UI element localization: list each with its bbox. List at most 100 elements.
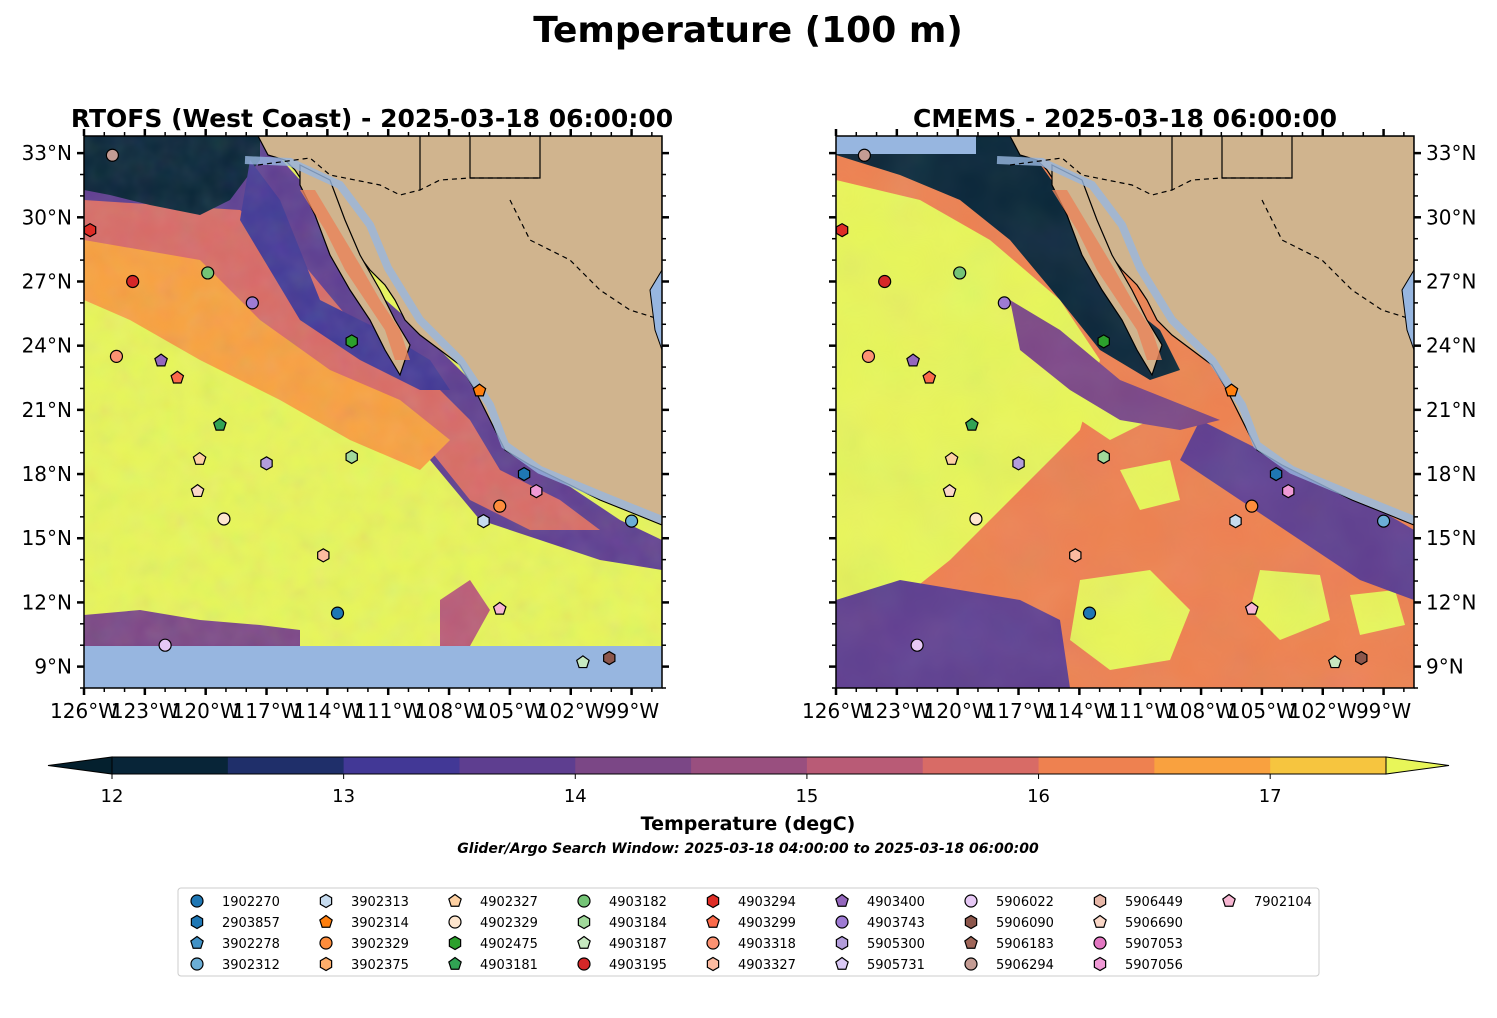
- float-marker-5907056: [1282, 483, 1295, 499]
- legend-item-4903182: 4903182: [577, 894, 667, 910]
- colorbar-segment: [343, 757, 460, 774]
- x-axis-ticks: 126°W123°W120°W117°W114°W111°W108°W105°W…: [802, 129, 1411, 723]
- legend-label: 4903743: [867, 916, 925, 931]
- legend-marker: [577, 935, 591, 949]
- legend-label: 4903400: [867, 895, 925, 910]
- legend-label: 1902270: [222, 895, 280, 910]
- legend-label: 3902329: [351, 937, 409, 952]
- legend-label: 4902327: [480, 895, 538, 910]
- float-marker-4903400: [906, 353, 920, 367]
- float-marker-4903318: [109, 349, 124, 363]
- legend-marker: [1093, 893, 1107, 909]
- legend-item-3902314: 3902314: [319, 914, 409, 931]
- legend-label: 3902313: [351, 895, 409, 910]
- y-axis-ticks: 33°N 30°N 27°N 24°N 21°N 18°N 15°N 12°N 9°N: [22, 141, 669, 689]
- float-marker-4902329: [217, 512, 231, 526]
- y-tick-label: 15°N: [1426, 526, 1476, 550]
- float-marker-3902329: [493, 499, 507, 513]
- legend-marker: [319, 914, 333, 928]
- float-marker-4903743: [997, 296, 1011, 310]
- float-marker-4903327: [317, 548, 330, 563]
- legend-marker: [835, 893, 849, 907]
- legend-label: 4903318: [738, 937, 796, 952]
- x-tick-label: 120°W: [172, 699, 240, 723]
- legend-label: 3902278: [222, 937, 280, 952]
- legend-item-4903184: 4903184: [577, 914, 667, 931]
- float-marker-5905300: [260, 456, 273, 471]
- legend-label: 3902312: [222, 958, 280, 973]
- float-marker-4903187: [1328, 655, 1342, 669]
- float-marker-4902327: [944, 451, 959, 465]
- colorbar-tick-label: 17: [1259, 786, 1282, 807]
- x-tick-label: 108°W: [1167, 699, 1235, 723]
- x-tick-label: 123°W: [111, 699, 179, 723]
- float-marker-3902314: [1224, 383, 1239, 397]
- float-marker-5906022: [158, 638, 172, 652]
- float-marker-4903400: [154, 353, 168, 367]
- legend-marker: [964, 894, 978, 908]
- x-tick-label: 114°W: [293, 699, 361, 723]
- colorbar-segment: [1270, 757, 1387, 774]
- float-marker-4903327: [1069, 548, 1082, 563]
- legend-marker: [706, 893, 720, 909]
- colorbar-tick-label: 13: [332, 786, 355, 807]
- float-marker-4903318: [861, 349, 876, 363]
- legend-item-3902312: 3902312: [190, 957, 280, 973]
- y-tick-label: 9°N: [34, 655, 72, 679]
- colorbar-tick-label: 12: [101, 786, 124, 807]
- legend-item-2903857: 2903857: [190, 914, 280, 931]
- legend-label: 4903195: [609, 958, 667, 973]
- x-tick-label: 123°W: [863, 699, 931, 723]
- legend-label: 7902104: [1254, 895, 1312, 910]
- legend-label: 5905731: [867, 958, 925, 973]
- float-marker-2903857: [1269, 466, 1283, 482]
- colorbar-segment: [112, 757, 229, 774]
- y-tick-label: 33°N: [22, 141, 72, 165]
- float-marker-4903195: [878, 274, 892, 289]
- float-marker-7902104: [492, 601, 507, 615]
- y-tick-label: 33°N: [1426, 141, 1476, 165]
- x-tick-label: 117°W: [985, 699, 1053, 723]
- x-tick-label: 111°W: [354, 699, 422, 723]
- legend-marker: [964, 935, 978, 949]
- legend-marker: [964, 957, 978, 971]
- masked-water: [84, 646, 662, 688]
- legend-marker: [190, 957, 204, 971]
- map-panel-rtofs: RTOFS (West Coast) - 2025-03-18 06:00:00: [22, 104, 674, 723]
- legend-label: 5906183: [996, 937, 1054, 952]
- x-tick-label: 108°W: [415, 699, 483, 723]
- colorbar-label: Temperature (degC): [641, 813, 856, 835]
- y-tick-label: 15°N: [22, 526, 72, 550]
- colorbar-segment: [691, 757, 808, 774]
- legend-item-5906294: 5906294: [964, 957, 1054, 973]
- x-axis-ticks: 126°W123°W120°W117°W114°W111°W108°W105°W…: [50, 129, 659, 723]
- float-marker-5907056: [530, 483, 543, 499]
- float-marker-2903857: [517, 466, 531, 482]
- colorbar-segment: [227, 757, 345, 774]
- legend-label: 5906449: [1125, 895, 1183, 910]
- colorbar-segment: [922, 757, 1040, 774]
- y-tick-label: 27°N: [1426, 269, 1476, 293]
- legend-item-4903187: 4903187: [577, 935, 667, 952]
- float-marker-5906294: [105, 148, 119, 162]
- legend-label: 4903181: [480, 958, 538, 973]
- float-marker-7902104: [1244, 601, 1259, 615]
- x-tick-label: 99°W: [604, 699, 659, 723]
- colorbar-extend-high: [1385, 756, 1450, 775]
- legend-label: 4902475: [480, 937, 538, 952]
- legend-item-5906690: 5906690: [1093, 914, 1183, 931]
- legend-marker: [319, 936, 333, 950]
- legend-item-4903327: 4903327: [706, 956, 796, 973]
- x-tick-label: 126°W: [802, 699, 870, 723]
- panel-title: RTOFS (West Coast) - 2025-03-18 06:00:00: [71, 104, 673, 133]
- legend-item-5906022: 5906022: [964, 894, 1054, 910]
- y-tick-label: 24°N: [22, 334, 72, 358]
- map-frame: [835, 135, 1415, 689]
- float-marker-5906022: [910, 638, 924, 652]
- y-tick-label: 9°N: [1426, 655, 1464, 679]
- legend-marker: [577, 914, 591, 930]
- legend-marker: [835, 935, 849, 951]
- legend-marker: [448, 915, 462, 929]
- legend-marker: [1222, 893, 1236, 907]
